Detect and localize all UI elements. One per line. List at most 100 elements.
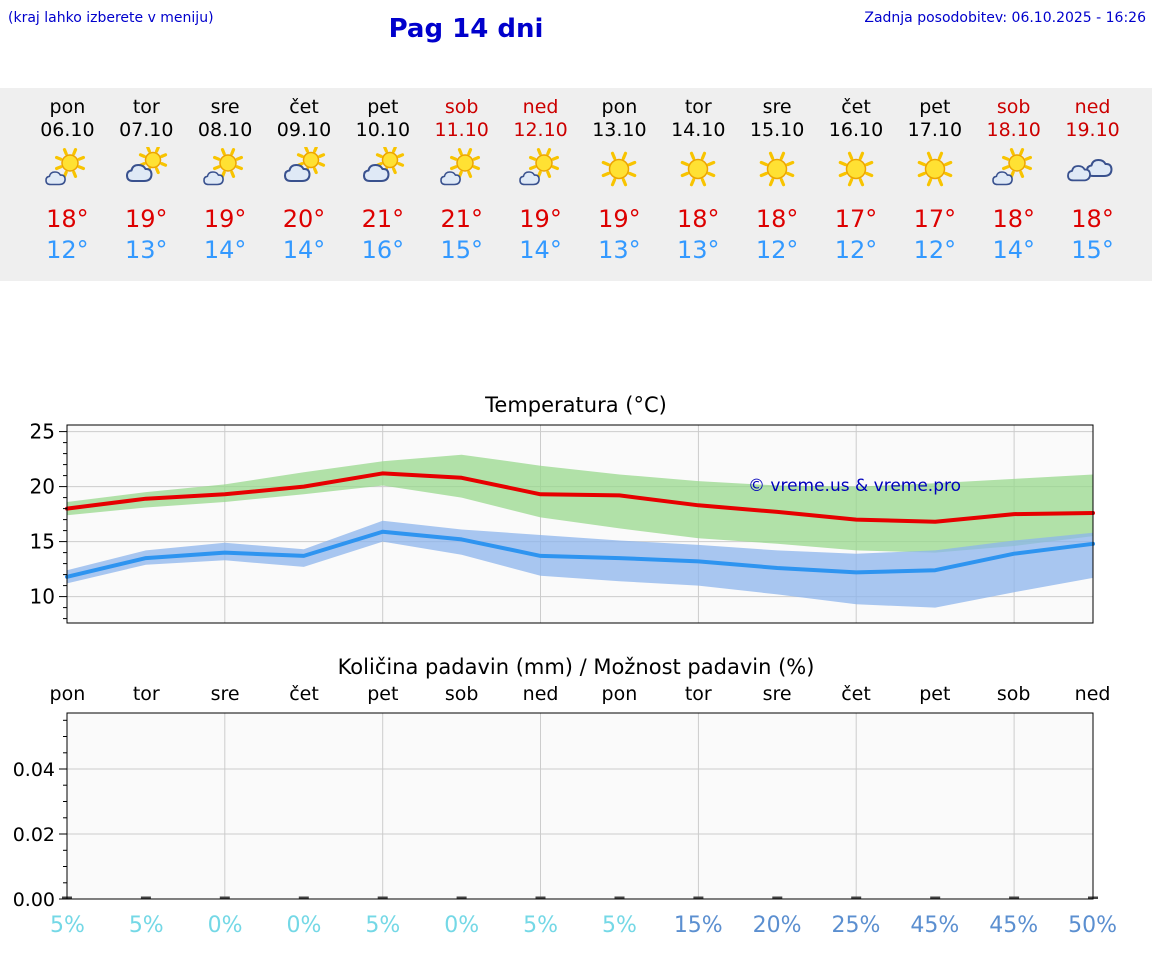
precip-ytick-label: 0.00: [13, 889, 55, 907]
day-date: 19.10: [1065, 119, 1120, 141]
watermark-link[interactable]: © vreme.us & vreme.pro: [748, 476, 961, 496]
day-date: 10.10: [355, 119, 411, 141]
precip-percent: 25%: [831, 913, 881, 938]
precip-day-label: tor: [132, 683, 160, 705]
forecast-day[interactable]: pet 10.10 21° 16°: [343, 96, 422, 265]
temperature-chart: 10 15 20 25 © vreme.us & vreme.pro: [30, 420, 1095, 624]
precip-percent: 45%: [910, 913, 960, 938]
precip-percent: 15%: [673, 913, 723, 938]
partly-cloudy-icon: [355, 145, 411, 195]
day-name: pet: [367, 96, 399, 118]
high-temp: 18°: [755, 205, 799, 233]
precip-day-label: sob: [996, 683, 1031, 705]
day-name: ned: [522, 96, 559, 118]
precip-day-label: tor: [684, 683, 712, 705]
high-temp: 19°: [125, 205, 168, 233]
low-temp: 14°: [992, 236, 1035, 264]
partly-cloudy-icon: [118, 145, 174, 195]
precip-percent: 5%: [49, 913, 85, 938]
precip-zero-bar: [298, 896, 309, 899]
forecast-day[interactable]: sre 08.10 19° 14°: [186, 96, 265, 265]
high-temp: 18°: [1071, 205, 1114, 233]
low-temp: 13°: [598, 236, 641, 264]
high-temp: 18°: [46, 205, 89, 233]
low-temp: 12°: [834, 236, 878, 264]
day-name: tor: [684, 96, 712, 118]
forecast-day[interactable]: tor 07.10 19° 13°: [107, 96, 186, 265]
high-temp: 19°: [519, 205, 562, 233]
day-date: 07.10: [119, 119, 174, 141]
day-date: 11.10: [434, 119, 489, 141]
day-name: sob: [996, 96, 1031, 118]
forecast-day[interactable]: ned 12.10 19° 14°: [501, 96, 580, 265]
temp-ytick-label: 15: [30, 530, 55, 554]
precip-percent: 5%: [601, 913, 637, 938]
precip-day-label: pet: [367, 683, 399, 705]
forecast-day[interactable]: sob 11.10 21° 15°: [422, 96, 501, 265]
forecast-day[interactable]: ned 19.10 18° 15°: [1053, 96, 1132, 265]
temp-ytick-label: 10: [30, 585, 55, 609]
precip-percent: 0%: [444, 913, 480, 938]
day-name: ned: [1074, 96, 1111, 118]
precip-day-label: ned: [1074, 683, 1111, 705]
low-temp: 13°: [125, 236, 168, 264]
precip-ytick-label: 0.02: [13, 824, 55, 846]
low-temp: 15°: [440, 236, 483, 264]
day-date: 16.10: [828, 119, 884, 141]
partly-cloudy-icon: [276, 145, 332, 195]
precip-percent: 5%: [128, 913, 164, 938]
precip-day-label: sre: [210, 683, 240, 705]
forecast-day[interactable]: sob 18.10 18° 14°: [974, 96, 1053, 265]
low-temp: 13°: [677, 236, 720, 264]
max-temperature-band: [67, 454, 1093, 553]
mostly-sunny-icon: [513, 145, 569, 195]
precip-zero-bar: [772, 896, 783, 899]
day-date: 12.10: [513, 119, 568, 141]
day-name: pon: [49, 96, 86, 118]
sunny-icon: [591, 145, 647, 195]
day-date: 13.10: [592, 119, 647, 141]
precip-zero-bar: [140, 896, 151, 899]
precip-percent: 0%: [207, 913, 243, 938]
forecast-day[interactable]: čet 16.10 17° 12°: [817, 96, 896, 265]
day-name: pet: [919, 96, 951, 118]
last-update: Zadnja posodobitev: 06.10.2025 - 16:26: [864, 10, 1146, 26]
forecast-day[interactable]: tor 14.10 18° 13°: [659, 96, 738, 265]
page-title: Pag 14 dni: [388, 14, 544, 44]
precip-percent: 5%: [523, 913, 559, 938]
day-date: 18.10: [986, 119, 1041, 141]
forecast-day[interactable]: pon 06.10 18° 12°: [28, 96, 107, 265]
forecast-day[interactable]: čet 09.10 20° 14°: [265, 96, 344, 265]
mostly-sunny-icon: [986, 145, 1042, 195]
day-name: pon: [601, 96, 638, 118]
high-temp: 20°: [282, 205, 326, 233]
precip-percent: 20%: [752, 913, 802, 938]
min-temperature-band: [67, 520, 1093, 608]
precip-day-label: ned: [522, 683, 559, 705]
temp-ytick-label: 20: [30, 475, 55, 499]
high-temp: 17°: [834, 205, 878, 233]
forecast-day[interactable]: pon 13.10 19° 13°: [580, 96, 659, 265]
precip-percent: 5%: [365, 913, 401, 938]
day-date: 17.10: [907, 119, 963, 141]
precip-day-label: pet: [919, 683, 951, 705]
day-name: sob: [444, 96, 479, 118]
day-name: sre: [762, 96, 792, 118]
precip-day-label: pon: [49, 683, 86, 705]
sunny-icon: [749, 145, 805, 195]
sunny-icon: [670, 145, 726, 195]
page-header: (kraj lahko izberete v meniju) Pag 14 dn…: [0, 0, 1152, 88]
precip-zero-bar: [614, 896, 625, 899]
forecast-day[interactable]: pet 17.10 17° 12°: [895, 96, 974, 265]
high-temp: 21°: [440, 205, 483, 233]
precip-chart-title: Količina padavin (mm) / Možnost padavin …: [337, 655, 815, 679]
forecast-day[interactable]: sre 15.10 18° 12°: [738, 96, 817, 265]
day-name: sre: [210, 96, 240, 118]
sunny-icon: [828, 145, 884, 195]
day-name: čet: [841, 96, 871, 118]
cloudy-icon: [1065, 145, 1121, 195]
precip-percent: 50%: [1068, 913, 1118, 938]
precip-zero-bar: [456, 896, 467, 899]
precip-zero-bar: [535, 896, 546, 899]
menu-hint: (kraj lahko izberete v meniju): [8, 10, 214, 26]
